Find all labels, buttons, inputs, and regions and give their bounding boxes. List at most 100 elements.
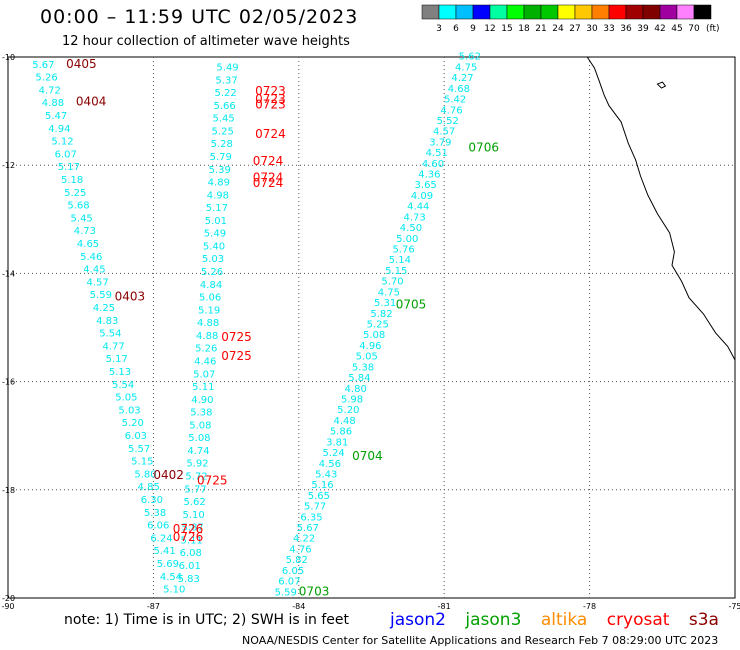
pass-time-label: 0725: [221, 349, 252, 363]
wave-height-value: 4.51: [426, 148, 448, 159]
wave-height-value: 4.77: [102, 341, 124, 352]
colorbar-tick-label: 33: [603, 24, 614, 34]
wave-height-value: 4.56: [319, 459, 341, 470]
wave-height-value: 5.11: [181, 535, 203, 546]
lon-tick-label: -75: [728, 602, 740, 611]
wave-height-value: 5.38: [144, 508, 166, 519]
wave-height-value: 4.80: [345, 384, 367, 395]
wave-height-value: 5.12: [51, 137, 73, 148]
lat-tick-label: -12: [2, 161, 15, 170]
wave-height-value: 3.65: [415, 180, 437, 191]
wave-height-value: 4.45: [83, 265, 105, 276]
wave-height-value: 5.62: [183, 497, 205, 508]
wave-height-value: 5.26: [195, 344, 217, 355]
wave-height-value: 5.24: [322, 448, 344, 459]
coastline: [586, 56, 736, 361]
legend-jason3: jason3: [465, 610, 522, 630]
wave-height-value: 4.54: [160, 572, 182, 583]
wave-height-value: 6.08: [180, 548, 202, 559]
wave-height-value: 4.89: [208, 178, 230, 189]
credit-line: NOAA/NESDIS Center for Satellite Applica…: [242, 634, 719, 647]
colorbar-tick-label: 45: [671, 24, 682, 34]
pass-time-label: 0724: [253, 170, 284, 184]
wave-height-value: 5.66: [213, 101, 235, 112]
wave-height-value: 5.59: [275, 587, 297, 598]
wave-height-value: 5.28: [211, 139, 233, 150]
pass-time-label: 0402: [153, 468, 184, 482]
wave-height-value: 4.73: [74, 226, 96, 237]
wave-height-value: 5.76: [392, 245, 414, 256]
wave-height-value: 5.77: [304, 502, 326, 513]
pass-time-label: 0724: [253, 176, 284, 190]
wave-height-value: 5.26: [201, 267, 223, 278]
wave-height-value: 5.17: [106, 354, 128, 365]
wave-height-value: 4.73: [403, 212, 425, 223]
wave-height-value: 5.00: [396, 234, 418, 245]
wave-height-value: 5.69: [157, 559, 179, 570]
wave-height-value: 4.27: [451, 73, 473, 84]
colorbar-tick-label: 18: [518, 24, 530, 34]
wave-height-value: 6.05: [282, 566, 304, 577]
wave-height-value: 5.05: [115, 393, 137, 404]
wave-height-value: 5.11: [192, 382, 214, 393]
wave-height-value: 6.07: [278, 577, 300, 588]
lat-tick-label: -20: [2, 594, 15, 603]
wave-height-value: 3.81: [326, 437, 348, 448]
wave-height-value: 5.13: [109, 367, 131, 378]
wave-height-value: 5.03: [118, 405, 140, 416]
wave-height-value: 5.08: [189, 420, 211, 431]
wave-height-value: 5.39: [209, 165, 231, 176]
page-title: 00:00 – 11:59 UTC 02/05/2023: [40, 6, 359, 28]
wave-height-value: 4.85: [138, 482, 160, 493]
wave-height-value: 5.70: [381, 277, 403, 288]
pass-time-label: 0725: [197, 473, 228, 487]
wave-height-value: 4.75: [455, 62, 477, 73]
wave-height-value: 4.50: [400, 223, 422, 234]
pass-time-label: 0726: [173, 522, 204, 536]
wave-height-value: 5.38: [190, 408, 212, 419]
colorbar-tick-label: 42: [654, 24, 665, 34]
wave-height-value: 5.77: [184, 484, 206, 495]
wave-height-value: 4.83: [96, 316, 118, 327]
wave-height-value: 5.18: [61, 175, 83, 186]
wave-height-value: 4.44: [407, 202, 429, 213]
colorbar-tick-label: 6: [453, 24, 459, 34]
lon-tick-label: -78: [583, 602, 596, 611]
wave-height-value: 5.42: [444, 95, 466, 106]
wave-height-value: 5.08: [363, 330, 385, 341]
legend-jason2: jason2: [390, 610, 446, 630]
pass-time-label: 0724: [255, 127, 286, 141]
wave-height-value: 3.79: [429, 137, 451, 148]
wave-height-value: 5.15: [131, 457, 153, 468]
wave-height-value: 5.25: [212, 126, 234, 137]
wave-height-value: 5.67: [297, 523, 319, 534]
pass-time-label: 0723: [255, 97, 286, 111]
wave-height-value: 5.38: [352, 362, 374, 373]
pass-time-label: 0704: [352, 449, 383, 463]
wave-height-value: 5.68: [67, 201, 89, 212]
colorbar-tick-label: 24: [552, 24, 564, 34]
wave-height-value: 5.20: [122, 418, 144, 429]
legend-s3a: s3a: [688, 610, 719, 630]
lon-tick-label: -84: [292, 602, 305, 611]
wave-height-value: 6.24: [150, 533, 172, 544]
map-frame: [7, 56, 736, 599]
wave-height-value: 5.03: [202, 254, 224, 265]
wave-height-value: 4.88: [42, 98, 64, 109]
wave-height-value: 4.72: [39, 85, 61, 96]
wave-height-value: 4.88: [196, 331, 218, 342]
wave-height-value: 6.03: [125, 431, 147, 442]
wave-height-value: 5.45: [213, 114, 235, 125]
colorbar-unit-label: (ft): [706, 24, 720, 34]
wave-height-value: 4.46: [194, 356, 216, 367]
wave-height-value: 5.07: [193, 369, 215, 380]
wave-height-value: 5.25: [367, 320, 389, 331]
wave-height-value: 5.19: [198, 305, 220, 316]
lon-tick-label: -90: [1, 602, 14, 611]
wave-height-value: 5.54: [112, 380, 134, 391]
wave-height-value: 4.96: [359, 341, 381, 352]
lon-tick-label: -81: [438, 602, 451, 611]
wave-height-value: 4.94: [48, 124, 70, 135]
wave-height-value: 6.01: [179, 561, 201, 572]
wave-height-value: 5.49: [204, 229, 226, 240]
